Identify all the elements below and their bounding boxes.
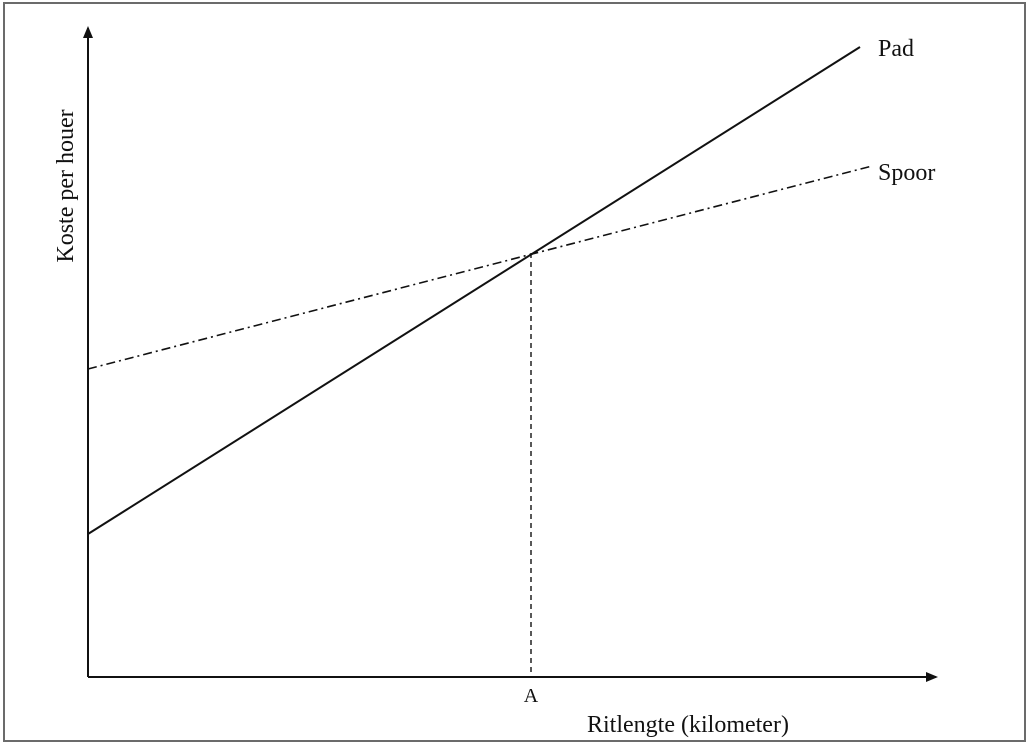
- pad-label: Pad: [878, 36, 914, 62]
- spoor-label: Spoor: [878, 160, 935, 186]
- spoor-line: [87, 165, 873, 370]
- x-axis-title: Ritlengte (kilometer): [587, 712, 789, 738]
- x-marker-a-label: A: [524, 685, 539, 707]
- figure-frame: [3, 2, 1026, 742]
- y-axis-title: Koste per houer: [53, 109, 79, 262]
- pad-line: [87, 46, 861, 535]
